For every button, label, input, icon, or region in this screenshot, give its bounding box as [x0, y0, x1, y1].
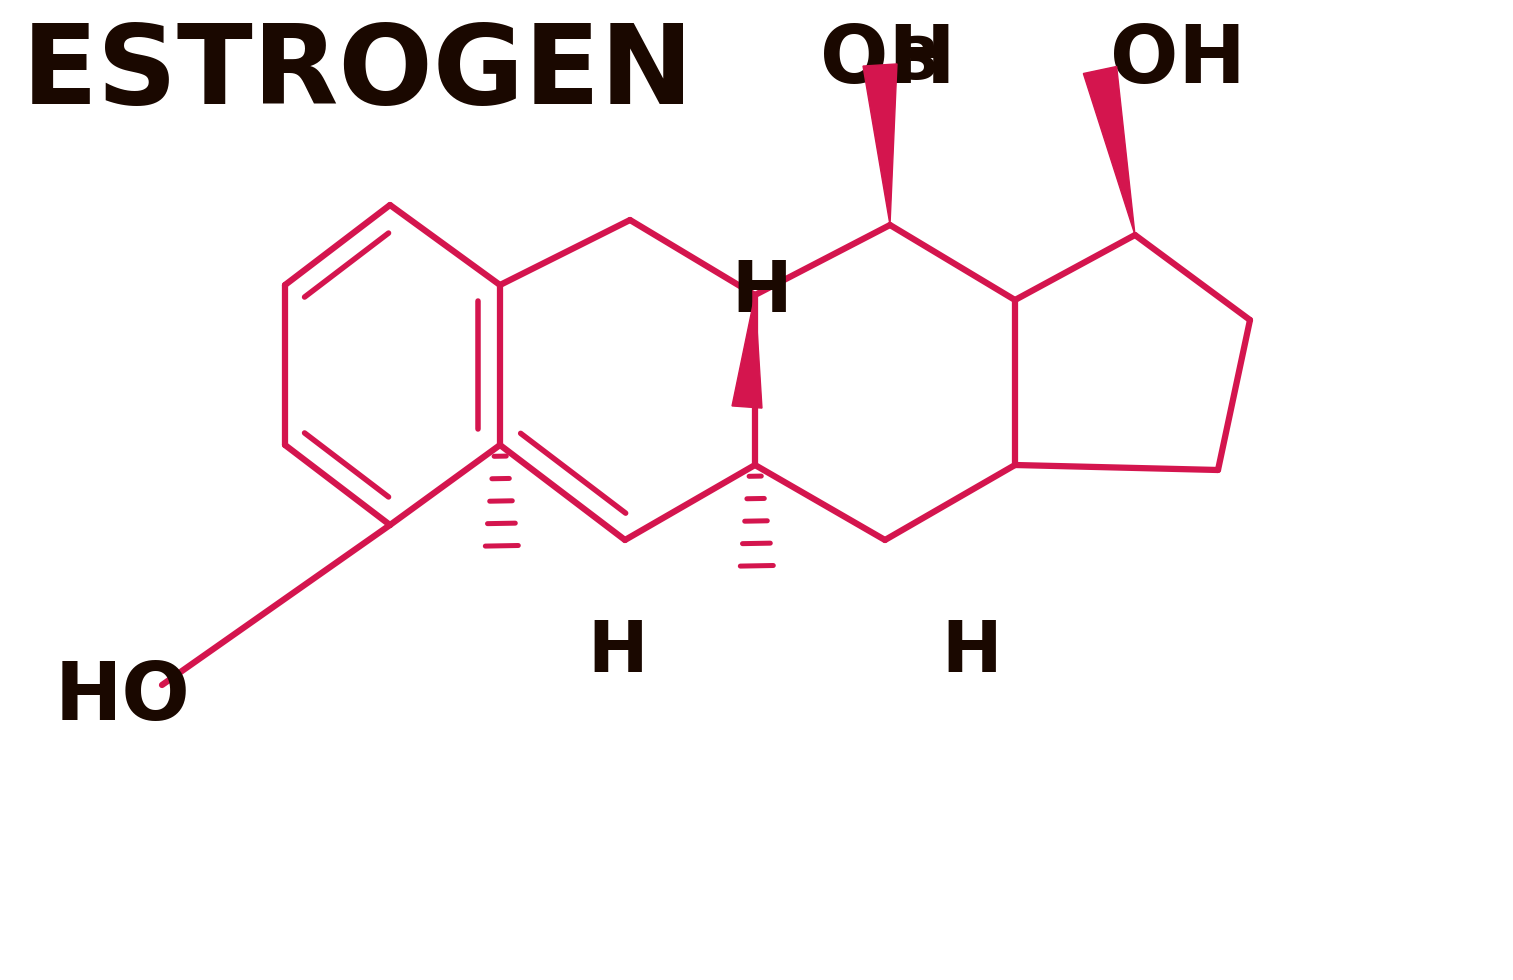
Text: OH: OH	[820, 22, 956, 100]
Polygon shape	[862, 64, 897, 225]
Polygon shape	[1083, 67, 1135, 235]
Text: H: H	[941, 618, 1002, 687]
Text: OH: OH	[1111, 22, 1245, 100]
Text: 3: 3	[899, 34, 938, 91]
Text: ESTROGEN: ESTROGEN	[23, 20, 694, 127]
Text: HO: HO	[54, 659, 191, 737]
Text: H: H	[732, 258, 793, 327]
Text: H: H	[587, 618, 648, 687]
Polygon shape	[732, 295, 763, 408]
